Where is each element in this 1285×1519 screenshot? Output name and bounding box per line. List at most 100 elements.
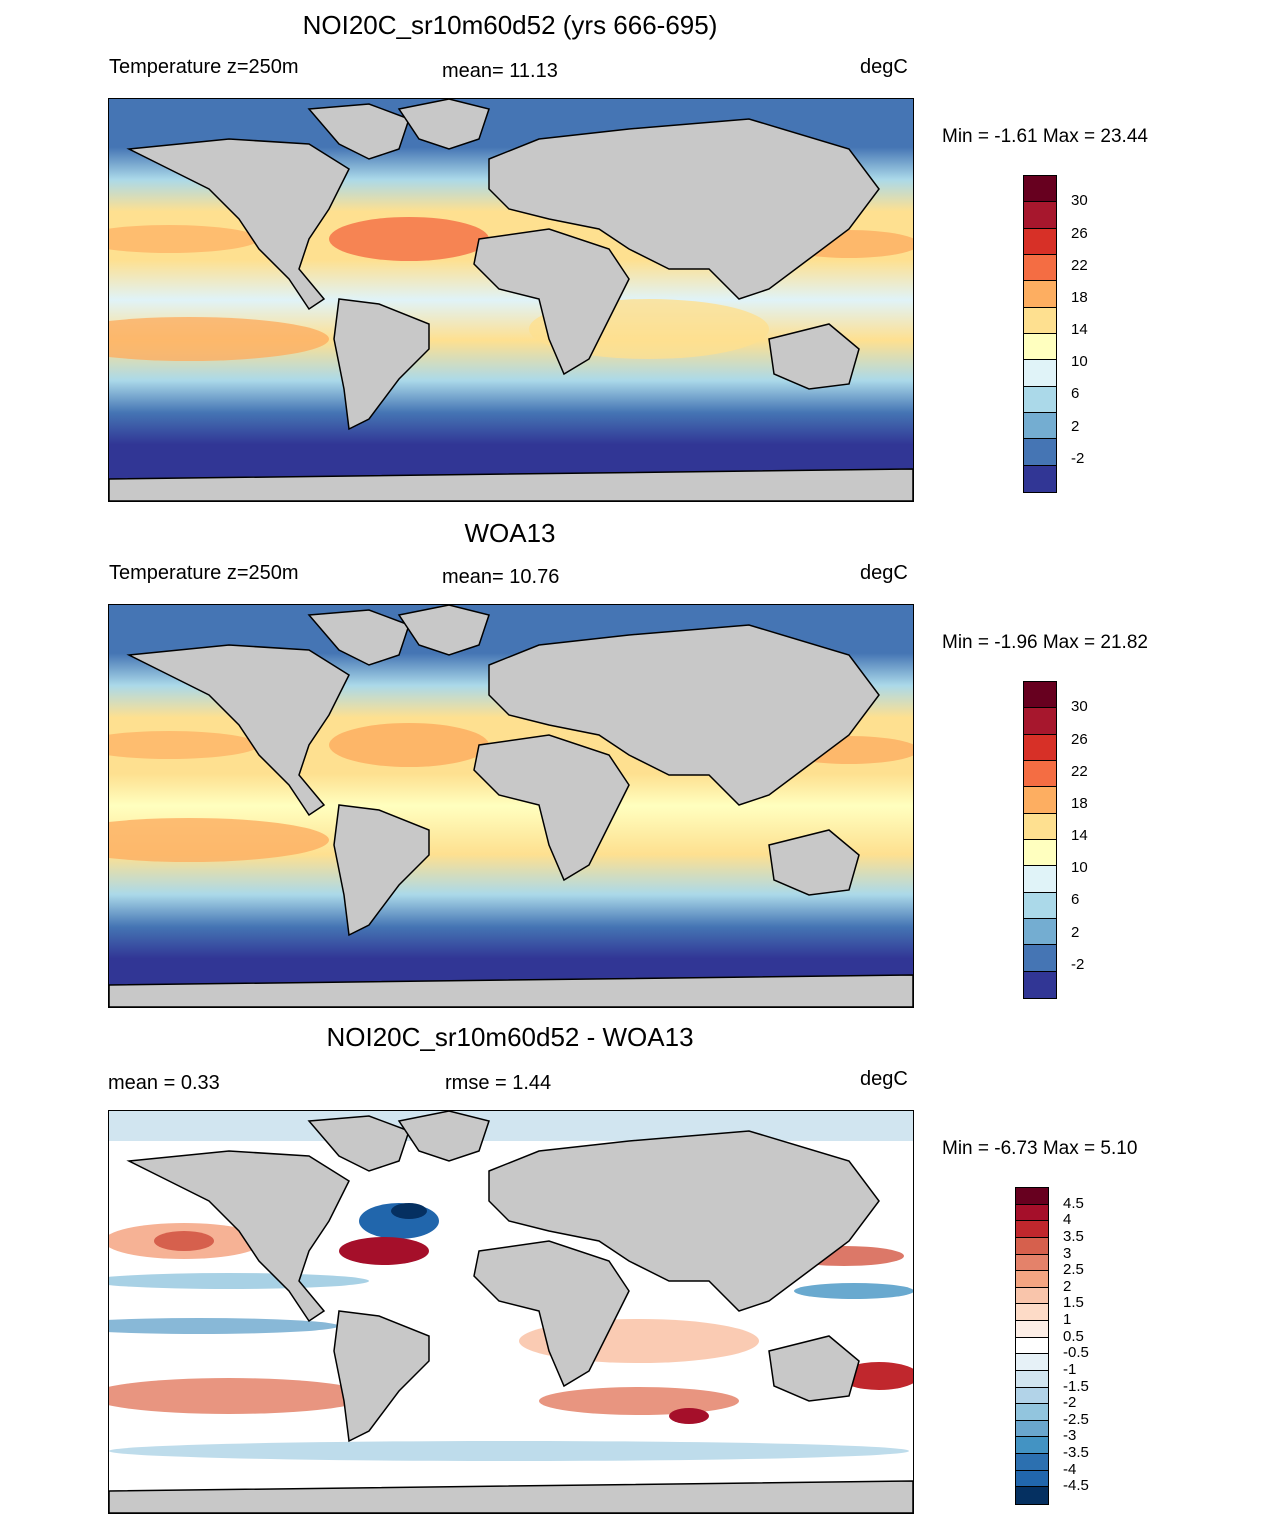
colorbar-tick-label: 14 xyxy=(1071,827,1088,845)
colorbar-swatch xyxy=(1016,1254,1048,1272)
colorbar-swatch xyxy=(1016,1454,1048,1471)
min-max-label: Min = -1.96 Max = 21.82 xyxy=(942,632,1148,653)
colorbar-swatch xyxy=(1016,1337,1048,1355)
colorbar-swatch xyxy=(1024,281,1056,308)
colorbar-tick-label: -3 xyxy=(1063,1427,1077,1445)
colorbar-swatch xyxy=(1016,1321,1048,1338)
colorbar-tick-label: 22 xyxy=(1071,256,1088,274)
colorbar-tick-label: -2 xyxy=(1063,1394,1077,1412)
colorbar-swatch xyxy=(1024,307,1056,334)
colorbar-tick-label: -4.5 xyxy=(1063,1477,1089,1495)
colorbar-swatch xyxy=(1024,787,1056,814)
min-max-label: Min = -1.61 Max = 23.44 xyxy=(942,126,1148,147)
colorbar-swatch xyxy=(1016,1221,1048,1238)
colorbar-tick-label: 3 xyxy=(1063,1244,1072,1262)
colorbar-swatch xyxy=(1024,734,1056,761)
colorbar-swatch xyxy=(1024,333,1056,361)
colorbar-tick-label: 18 xyxy=(1071,794,1088,812)
colorbar-swatch xyxy=(1024,971,1056,998)
colorbar-tick-label: 3.5 xyxy=(1063,1227,1084,1245)
left-label: Temperature z=250m xyxy=(109,56,299,78)
colorbar-tick-label: 6 xyxy=(1071,891,1080,909)
colorbar-tick-label: -2 xyxy=(1071,955,1085,973)
colorbar-swatch xyxy=(1024,228,1056,255)
colorbar-swatch xyxy=(1024,682,1056,709)
colorbar-swatch xyxy=(1024,176,1056,203)
colorbar-tick-label: -2.5 xyxy=(1063,1410,1089,1428)
colorbar-tick-label: -1.5 xyxy=(1063,1377,1089,1395)
colorbar-swatch xyxy=(1016,1237,1048,1255)
colorbar-tick-label: 4 xyxy=(1063,1211,1072,1229)
colorbar-swatch xyxy=(1016,1271,1048,1288)
colorbar-swatch xyxy=(1016,1437,1048,1454)
colorbar-swatch xyxy=(1024,918,1056,946)
colorbar xyxy=(1023,681,1057,999)
colorbar-tick-label: 30 xyxy=(1071,698,1088,716)
map-plot xyxy=(108,98,914,502)
colorbar-tick-label: 4.5 xyxy=(1063,1194,1084,1212)
colorbar-tick-label: 10 xyxy=(1071,353,1088,371)
mean-label: mean = 0.33 xyxy=(108,1072,220,1094)
units-label: degC xyxy=(860,1068,908,1090)
min-max-label: Min = -6.73 Max = 5.10 xyxy=(942,1138,1138,1159)
units-label: degC xyxy=(860,56,908,78)
colorbar xyxy=(1023,175,1057,493)
colorbar-swatch xyxy=(1016,1470,1048,1488)
colorbar-swatch xyxy=(1024,254,1056,282)
colorbar-tick-label: 1 xyxy=(1063,1311,1072,1329)
map-plot xyxy=(108,1110,914,1514)
mean-label: mean= 10.76 xyxy=(442,566,560,588)
temperature-map-svg xyxy=(109,605,913,1007)
colorbar-swatch xyxy=(1024,439,1056,466)
difference-map-svg xyxy=(109,1111,913,1513)
colorbar-tick-label: 26 xyxy=(1071,730,1088,748)
colorbar-swatch xyxy=(1016,1420,1048,1438)
colorbar-swatch xyxy=(1016,1287,1048,1305)
colorbar-swatch xyxy=(1024,760,1056,788)
left-label: Temperature z=250m xyxy=(109,562,299,584)
rmse-label: rmse = 1.44 xyxy=(445,1072,552,1094)
colorbar-swatch xyxy=(1016,1487,1048,1504)
colorbar-swatch xyxy=(1024,412,1056,440)
colorbar-swatch xyxy=(1016,1387,1048,1405)
colorbar-tick-label: 6 xyxy=(1071,385,1080,403)
land-masses xyxy=(109,99,913,501)
colorbar-tick-label: 18 xyxy=(1071,288,1088,306)
colorbar-tick-label: -0.5 xyxy=(1063,1344,1089,1362)
colorbar-tick-label: -4 xyxy=(1063,1460,1077,1478)
colorbar-tick-label: -2 xyxy=(1071,449,1085,467)
colorbar-tick-label: 14 xyxy=(1071,321,1088,339)
colorbar-swatch xyxy=(1024,866,1056,893)
colorbar-tick-label: 2 xyxy=(1071,417,1080,435)
colorbar-swatch xyxy=(1016,1204,1048,1222)
units-label: degC xyxy=(860,562,908,584)
colorbar-swatch xyxy=(1016,1188,1048,1205)
colorbar-tick-label: -1 xyxy=(1063,1360,1077,1378)
colorbar-swatch xyxy=(1016,1304,1048,1321)
map-plot xyxy=(108,604,914,1008)
colorbar-tick-label: 26 xyxy=(1071,224,1088,242)
colorbar-swatch xyxy=(1024,386,1056,413)
colorbar-tick-label: 0.5 xyxy=(1063,1327,1084,1345)
colorbar-tick-label: 2 xyxy=(1071,923,1080,941)
panel-title: WOA13 xyxy=(464,518,556,548)
colorbar-tick-label: 30 xyxy=(1071,192,1088,210)
mean-label: mean= 11.13 xyxy=(442,60,558,82)
colorbar-swatch xyxy=(1024,202,1056,229)
colorbar-tick-label: -3.5 xyxy=(1063,1444,1089,1462)
panel-title: NOI20C_sr10m60d52 - WOA13 xyxy=(326,1022,694,1052)
colorbar-swatch xyxy=(1024,360,1056,387)
colorbar-swatch xyxy=(1024,839,1056,867)
colorbar-swatch xyxy=(1016,1404,1048,1421)
colorbar-swatch xyxy=(1024,945,1056,972)
panel-title: NOI20C_sr10m60d52 (yrs 666-695) xyxy=(302,10,718,40)
colorbar-tick-label: 10 xyxy=(1071,859,1088,877)
colorbar xyxy=(1015,1187,1049,1505)
colorbar-swatch xyxy=(1024,708,1056,735)
colorbar-tick-label: 22 xyxy=(1071,762,1088,780)
colorbar-tick-label: 2 xyxy=(1063,1277,1072,1295)
temperature-map-svg xyxy=(109,99,913,501)
colorbar-swatch xyxy=(1024,892,1056,919)
land-masses xyxy=(109,605,913,1007)
colorbar-swatch xyxy=(1016,1354,1048,1371)
